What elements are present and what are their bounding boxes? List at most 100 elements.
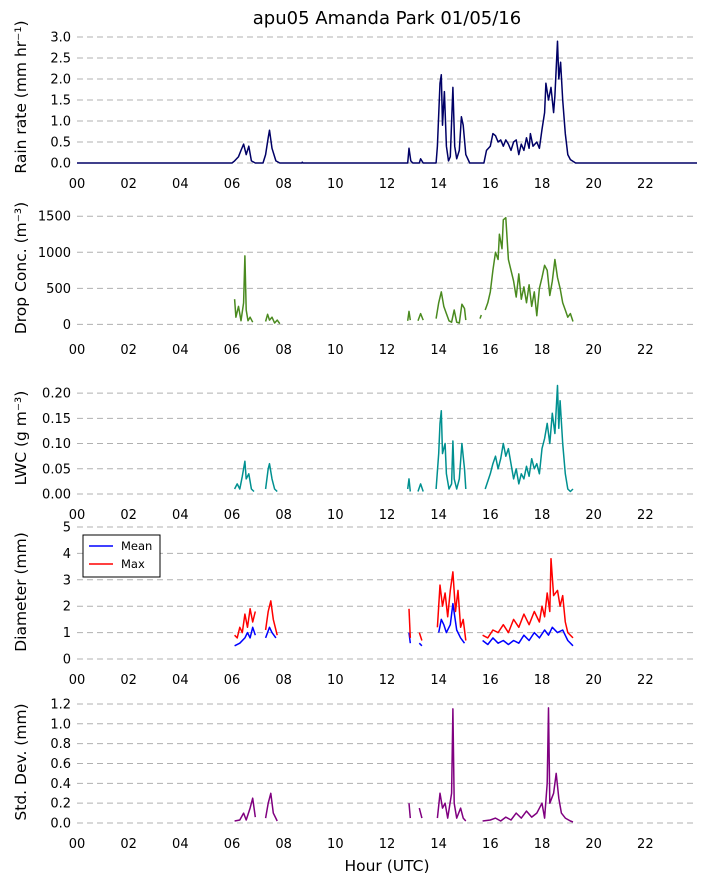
x-tick-label: 12 <box>379 177 396 192</box>
x-tick-label: 22 <box>637 177 654 192</box>
series-line-max <box>234 608 257 639</box>
legend-frame <box>82 534 161 578</box>
y-tick-label: 0.05 <box>42 462 71 477</box>
x-tick-label: 14 <box>430 343 447 358</box>
x-tick-label: 14 <box>430 673 447 688</box>
x-tick-label: 08 <box>275 177 292 192</box>
x-tick-label: 00 <box>69 837 86 852</box>
x-tick-label: 10 <box>327 177 344 192</box>
x-tick-label: 18 <box>534 177 551 192</box>
y-tick-label: 0.5 <box>50 136 71 151</box>
x-tick-label: 00 <box>69 177 86 192</box>
x-tick-label: 18 <box>534 508 551 523</box>
x-tick-label: 20 <box>585 177 602 192</box>
y-tick-label: 4 <box>63 547 71 562</box>
x-tick-label: 16 <box>482 177 499 192</box>
series-line-max <box>482 557 574 639</box>
y-tick-label: 2.0 <box>50 73 71 88</box>
series-line <box>484 216 574 322</box>
x-tick-label: 10 <box>327 673 344 688</box>
x-tick-label: 02 <box>120 508 137 523</box>
x-tick-label: 02 <box>120 343 137 358</box>
panels: 0.00.51.01.52.02.53.000 02 04 06 08 10 12 14 16 1… <box>12 20 697 852</box>
x-axis-label: Hour (UTC) <box>344 857 429 875</box>
y-tick-label: 0.2 <box>50 797 71 812</box>
y-tick-label: 0.0 <box>50 817 71 832</box>
x-tick-label: 12 <box>379 837 396 852</box>
series-line <box>436 708 467 822</box>
x-tick-label: 10 <box>327 837 344 852</box>
series-line-mean <box>482 626 574 647</box>
x-tick-label: 08 <box>275 508 292 523</box>
x-tick-label: 00 <box>69 673 86 688</box>
x-tick-label: 16 <box>482 343 499 358</box>
x-tick-label: 18 <box>534 343 551 358</box>
series-line-max <box>264 600 278 636</box>
x-tick-label: 10 <box>327 508 344 523</box>
series-line-mean <box>437 602 466 644</box>
y-tick-label: 1 <box>63 626 71 641</box>
x-tick-label: 06 <box>224 508 241 523</box>
x-tick-label: 14 <box>430 508 447 523</box>
x-tick-label: 02 <box>120 837 137 852</box>
x-tick-label: 20 <box>585 673 602 688</box>
x-tick-label: 06 <box>224 837 241 852</box>
y-tick-label: 0.00 <box>42 488 71 503</box>
series-line <box>264 792 278 822</box>
x-tick-label: 16 <box>482 837 499 852</box>
y-tick-label: 0.8 <box>50 737 71 752</box>
x-tick-label: 22 <box>637 673 654 688</box>
series-line <box>408 803 412 819</box>
x-tick-label: 06 <box>224 673 241 688</box>
series-line <box>264 462 278 493</box>
x-tick-label: 16 <box>482 673 499 688</box>
x-tick-label: 22 <box>637 343 654 358</box>
y-tick-label: 1000 <box>38 246 71 261</box>
series-line <box>435 291 467 324</box>
series-line <box>406 310 412 321</box>
y-tick-label: 0.0 <box>50 157 71 172</box>
y-tick-label: 2 <box>63 600 71 615</box>
x-tick-label: 16 <box>482 508 499 523</box>
x-tick-label: 12 <box>379 673 396 688</box>
x-tick-label: 18 <box>534 837 551 852</box>
x-tick-label: 02 <box>120 177 137 192</box>
y-axis-label: Drop Conc. (m⁻³) <box>12 202 30 334</box>
legend-label: Max <box>121 557 145 571</box>
series-line-mean <box>234 626 257 647</box>
series-line-max <box>436 571 467 641</box>
x-tick-label: 08 <box>275 343 292 358</box>
x-tick-label: 00 <box>69 343 86 358</box>
panel-2: 0 500 1000 1500 00 02 04 06 08 10 12 14 16 18 20 22 Drop… <box>12 202 697 358</box>
y-tick-label: 0.20 <box>42 387 71 402</box>
series-line <box>77 40 697 164</box>
figure-title: apu05 Amanda Park 01/05/16 <box>253 8 521 29</box>
x-tick-label: 10 <box>327 343 344 358</box>
x-tick-label: 06 <box>224 343 241 358</box>
series-line <box>435 410 467 490</box>
x-tick-label: 08 <box>275 673 292 688</box>
y-tick-label: 2.5 <box>50 52 71 67</box>
y-axis-label: LWC (g m⁻³) <box>12 391 30 486</box>
y-tick-label: 0.6 <box>50 757 71 772</box>
y-tick-label: 0.10 <box>42 437 71 452</box>
y-tick-label: 1.0 <box>50 115 71 130</box>
panel-3: 0.00 0.05 0.10 0.15 0.20 00 02 04 06 08 10 12 14 16 18… <box>12 384 697 523</box>
series-line-max <box>418 632 423 641</box>
y-axis-label: Std. Dev. (mm) <box>12 703 30 820</box>
x-tick-label: 20 <box>585 837 602 852</box>
y-tick-label: 1.5 <box>50 94 71 109</box>
series-line <box>406 478 412 492</box>
x-tick-label: 04 <box>172 343 189 358</box>
y-tick-label: 3 <box>63 573 71 588</box>
series-line-mean <box>264 626 277 639</box>
x-tick-label: 04 <box>172 177 189 192</box>
series-line <box>233 460 255 493</box>
x-tick-label: 20 <box>585 508 602 523</box>
y-tick-label: 3.0 <box>50 31 71 46</box>
panel-1: 0.0 0.5 1.0 1.5 2.0 2.5 3.0 00 02 04 06 08 10 12 14 16 1… <box>12 20 697 192</box>
x-tick-label: 14 <box>430 177 447 192</box>
y-tick-label: 0 <box>63 653 71 668</box>
